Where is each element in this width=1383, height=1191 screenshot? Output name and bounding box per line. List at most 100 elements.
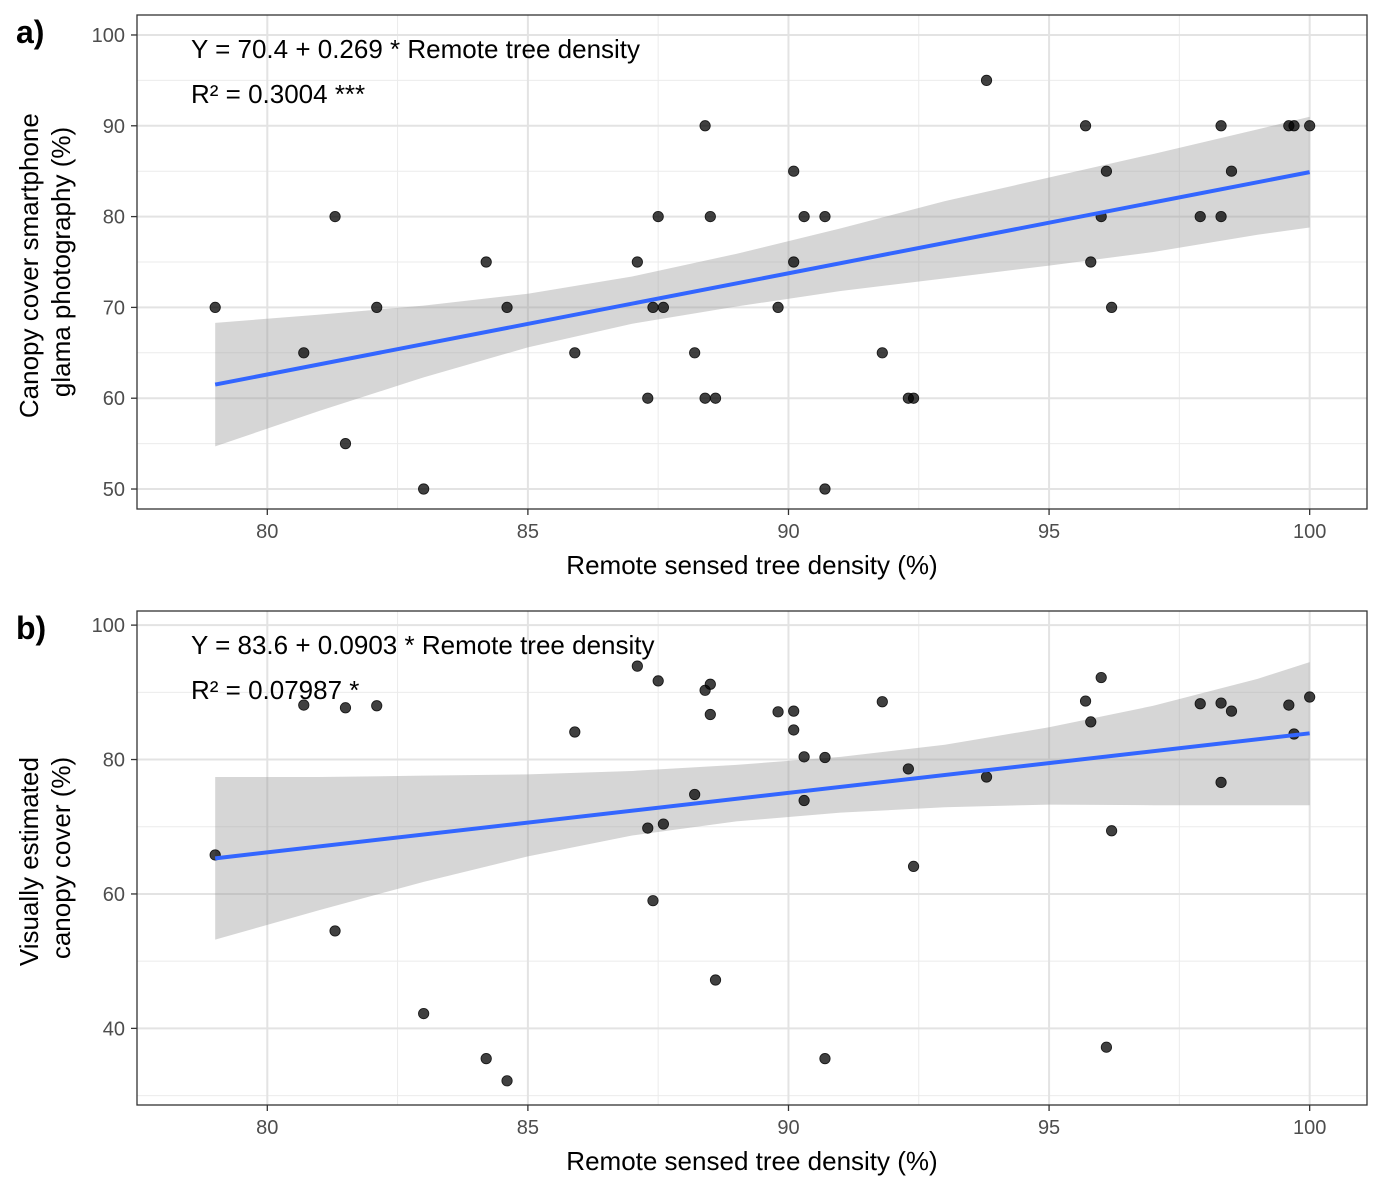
y-tick-label: 70 — [103, 297, 125, 319]
data-point — [980, 74, 993, 86]
data-point — [689, 347, 701, 359]
major-gridlines — [137, 611, 1367, 1105]
data-point — [704, 678, 716, 690]
data-point — [642, 392, 654, 404]
x-tick-label: 80 — [256, 521, 278, 543]
data-point — [876, 696, 888, 708]
x-tick-label: 100 — [1293, 1117, 1326, 1139]
minor-gridlines — [137, 611, 1367, 1105]
data-point — [798, 751, 810, 763]
data-point — [569, 726, 581, 738]
data-point — [1304, 120, 1316, 132]
y-axis-label-line-1: Visually estimated — [14, 757, 44, 966]
data-point — [501, 1075, 513, 1087]
data-point — [788, 165, 800, 177]
data-points — [209, 660, 1316, 1087]
data-point — [298, 347, 310, 359]
data-point — [1215, 210, 1227, 223]
minor-gridlines — [137, 15, 1367, 509]
data-point — [480, 256, 492, 268]
equation-label: Y = 83.6 + 0.0903 * Remote tree density — [191, 630, 655, 660]
data-point — [569, 347, 581, 359]
data-point — [657, 818, 669, 830]
x-tick-label: 95 — [1038, 521, 1060, 543]
data-point — [1283, 699, 1295, 711]
y-tick-label: 60 — [103, 884, 125, 906]
data-point — [642, 822, 654, 834]
regression-line — [214, 731, 1310, 861]
y-tick-label: 90 — [103, 116, 125, 138]
x-tick-label: 85 — [517, 1117, 539, 1139]
x-axis-label: Remote sensed tree density (%) — [566, 550, 937, 580]
data-point — [371, 301, 383, 314]
data-point — [480, 1053, 492, 1065]
data-point — [907, 392, 920, 404]
data-point — [1225, 705, 1238, 717]
data-point — [798, 210, 810, 223]
data-point — [1215, 697, 1227, 709]
x-tick-label: 90 — [777, 521, 799, 543]
y-tick-label: 60 — [103, 388, 125, 410]
data-point — [1079, 120, 1092, 132]
y-tick-label: 80 — [103, 750, 125, 772]
data-point — [1194, 698, 1206, 710]
data-point — [647, 301, 659, 314]
panel-b: 80 85 90 95 100 40 60 80 100 Y = 83.6 + 0.0903 … — [14, 610, 1368, 1176]
confidence-band — [215, 662, 1310, 940]
data-point — [1288, 120, 1300, 132]
x-tick-label: 80 — [256, 1117, 278, 1139]
y-axis-ticks: 50 60 70 80 90 100 — [92, 25, 137, 501]
data-point — [329, 925, 341, 937]
y-axis-ticks: 40 60 80 100 — [92, 615, 137, 1040]
y-tick-label: 40 — [103, 1018, 125, 1040]
data-point — [788, 256, 800, 268]
major-gridlines — [137, 15, 1367, 509]
data-point — [652, 675, 664, 687]
data-point — [1079, 695, 1092, 707]
y-tick-label: 80 — [103, 207, 125, 229]
data-point — [819, 210, 831, 223]
data-point — [339, 702, 352, 714]
x-tick-label: 100 — [1293, 521, 1326, 543]
data-point — [1085, 716, 1097, 728]
data-point — [418, 1007, 430, 1020]
data-point — [709, 392, 722, 404]
y-axis-label-line-2: canopy cover (%) — [46, 757, 76, 959]
data-point — [298, 699, 310, 711]
data-point — [1100, 1041, 1113, 1053]
y-tick-label: 50 — [103, 479, 125, 501]
data-point — [798, 794, 810, 807]
data-point — [699, 392, 711, 404]
data-point — [980, 771, 993, 783]
data-point — [1304, 691, 1316, 703]
plot-border — [136, 14, 1368, 510]
y-tick-label: 100 — [92, 615, 125, 637]
data-point — [907, 860, 920, 873]
data-point — [371, 700, 383, 712]
data-point — [329, 210, 341, 223]
confidence-band — [215, 116, 1310, 447]
data-point — [876, 347, 888, 359]
x-tick-label: 95 — [1038, 1117, 1060, 1139]
panel-label: b) — [16, 610, 46, 646]
y-tick-label: 100 — [92, 25, 125, 47]
data-point — [418, 483, 430, 495]
data-point — [819, 1053, 831, 1065]
data-point — [704, 708, 716, 721]
data-point — [699, 120, 711, 132]
x-tick-label: 90 — [777, 1117, 799, 1139]
data-point — [631, 660, 643, 672]
data-point — [652, 210, 664, 223]
data-point — [819, 751, 831, 764]
data-point — [647, 895, 659, 907]
y-axis-label-line-2: glama photography (%) — [46, 127, 76, 397]
data-point — [631, 256, 643, 268]
panel-label: a) — [16, 14, 44, 50]
y-axis-label: Visually estimated canopy cover (%) — [14, 750, 76, 966]
data-point — [1215, 120, 1227, 132]
data-point — [501, 301, 513, 314]
data-point — [1100, 165, 1113, 177]
data-point — [704, 210, 716, 223]
x-axis-ticks: 80 85 90 95 100 — [256, 509, 1326, 543]
